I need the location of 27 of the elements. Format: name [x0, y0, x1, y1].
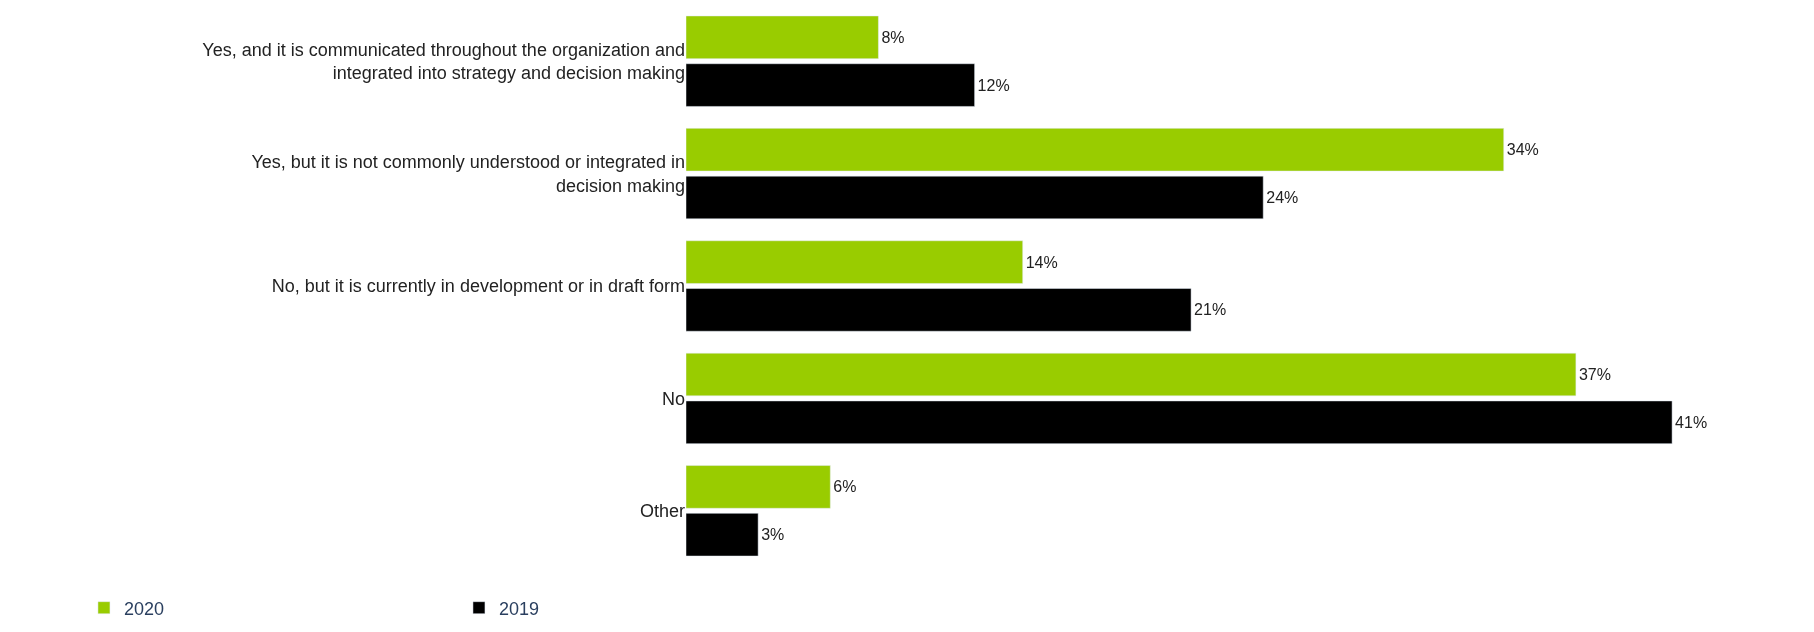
data-label: 37% [1578, 366, 1611, 384]
y-tick-label: No [661, 388, 685, 409]
data-label: 8% [881, 28, 905, 46]
bar [686, 128, 1504, 172]
legend-label: 2019 [498, 598, 540, 619]
data-label: 24% [1266, 188, 1299, 206]
bar [686, 15, 879, 59]
y-tick-label: Yes, but it is not commonly understood or integrated in decision making [251, 152, 685, 196]
data-label: 41% [1675, 413, 1708, 431]
data-label: 6% [833, 478, 857, 496]
data-label: 3% [761, 526, 785, 544]
bar [686, 63, 975, 107]
data-label: 12% [977, 76, 1010, 94]
y-tick-label: Yes, and it is communicated throughout the organization and integrated into strategy and decision making [202, 39, 685, 84]
y-tick-label: Other [639, 501, 685, 522]
bar [686, 352, 1577, 397]
data-label: 21% [1194, 301, 1227, 319]
legend-label: 2020 [123, 598, 165, 619]
bar [686, 240, 1023, 284]
bar [686, 288, 1192, 332]
data-label: 34% [1506, 141, 1539, 159]
bar [686, 175, 1264, 220]
bar [686, 400, 1673, 444]
bar [686, 465, 831, 509]
bar [686, 513, 759, 557]
y-tick-label: No, but it is currently in development or in draft form [271, 276, 685, 297]
data-label: 14% [1025, 253, 1058, 271]
